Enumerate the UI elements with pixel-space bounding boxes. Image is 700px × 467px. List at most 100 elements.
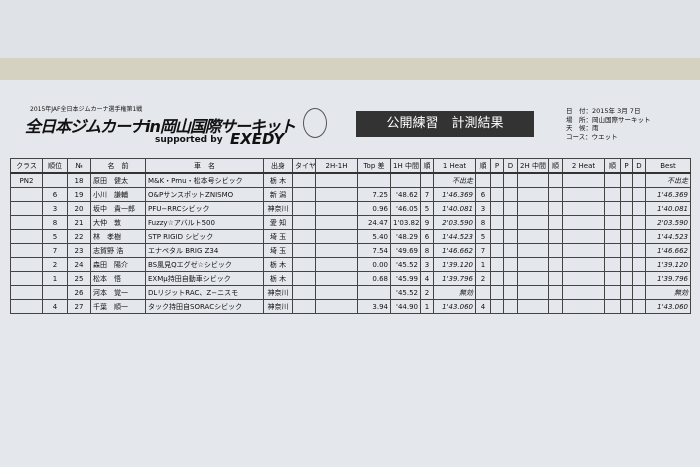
cell xyxy=(315,285,358,300)
cell xyxy=(604,285,621,300)
cell xyxy=(503,243,518,258)
cell xyxy=(503,187,518,202)
cell: 8 xyxy=(475,215,491,230)
cell xyxy=(292,257,316,272)
cell: 志賀野 浩 xyxy=(90,243,146,258)
cell: 1'39.796 xyxy=(645,271,691,286)
cell: 松本 悟 xyxy=(90,271,146,286)
column-header: 出身 xyxy=(263,158,293,174)
cell xyxy=(548,285,563,300)
cell xyxy=(503,271,518,286)
cell: 1 xyxy=(42,271,68,286)
cell xyxy=(503,257,518,272)
cell xyxy=(604,271,621,286)
cell xyxy=(632,285,646,300)
cell xyxy=(562,229,605,244)
cell: 神奈川 xyxy=(263,201,293,216)
cell xyxy=(632,229,646,244)
results-table: クラス 順位 № 名 前車 名出身 タイヤ 2H-1H Top 差 1H 中間順 1 Heat 順… xyxy=(10,158,691,314)
column-header: 順 xyxy=(604,158,621,174)
cell xyxy=(292,299,316,314)
cell: 1'44.523 xyxy=(645,229,691,244)
column-header: D xyxy=(503,158,518,174)
cell: 埼 玉 xyxy=(263,229,293,244)
cell xyxy=(390,172,421,188)
series-name: 2015年JAF全日本ジムカーナ選手権第1戦 xyxy=(30,106,143,113)
cell xyxy=(315,257,358,272)
cell: 8 xyxy=(42,215,68,230)
info-line: コース：ウエット xyxy=(566,132,618,141)
cell xyxy=(10,187,43,202)
cell: 1'43.060 xyxy=(433,299,476,314)
cell: 神奈川 xyxy=(263,285,293,300)
cell: 1'46.369 xyxy=(433,187,476,202)
cell xyxy=(604,229,621,244)
cell xyxy=(490,299,504,314)
cell: 新 潟 xyxy=(263,187,293,202)
cell: 2 xyxy=(420,285,434,300)
cell xyxy=(357,285,391,300)
cell xyxy=(548,229,563,244)
cell xyxy=(490,172,504,188)
column-header: 順 xyxy=(475,158,491,174)
cell xyxy=(475,285,491,300)
cell: Fuzzy☆アバルト500 xyxy=(145,215,264,230)
supported-by: supported by xyxy=(155,135,223,145)
cell: 2 xyxy=(475,271,491,286)
cell xyxy=(548,201,563,216)
cell xyxy=(517,257,549,272)
info-line: 天 候：雨 xyxy=(566,124,599,132)
cell xyxy=(315,172,358,188)
cell: O&PサンスポットZNISMO xyxy=(145,187,264,202)
cell xyxy=(490,229,504,244)
cell: 25 xyxy=(67,271,91,286)
cell: 4 xyxy=(42,299,68,314)
cell xyxy=(292,285,316,300)
cell: 3 xyxy=(42,201,68,216)
cell xyxy=(562,271,605,286)
cell xyxy=(632,243,646,258)
cell: 坂中 貴一郎 xyxy=(90,201,146,216)
cell xyxy=(292,187,316,202)
cell xyxy=(10,201,43,216)
cell: 千葉 順一 xyxy=(90,299,146,314)
cell xyxy=(517,299,549,314)
cell xyxy=(562,285,605,300)
cell xyxy=(490,201,504,216)
cell xyxy=(490,215,504,230)
cell: M&K・Pmu・松本号シビック xyxy=(145,172,264,188)
cell xyxy=(503,215,518,230)
cell: 小川 謙輔 xyxy=(90,187,146,202)
cell xyxy=(503,172,518,188)
column-header: Top 差 xyxy=(357,158,391,174)
cell xyxy=(620,201,633,216)
result-row: 5 22 林 孝樹 STP RIGID シビック埼 玉 5.40'48.29 6 1'44.… xyxy=(10,229,691,244)
cell xyxy=(620,271,633,286)
cell xyxy=(315,271,358,286)
cell: 1'43.060 xyxy=(645,299,691,314)
cell xyxy=(620,215,633,230)
tape xyxy=(0,58,700,82)
cell: 森田 陽介 xyxy=(90,257,146,272)
cell xyxy=(604,201,621,216)
cell xyxy=(632,172,646,188)
info-line: 場 所：岡山国際サーキット xyxy=(566,115,651,124)
cell xyxy=(315,201,358,216)
cell xyxy=(620,299,633,314)
cell: 2'03.590 xyxy=(433,215,476,230)
cell: 23 xyxy=(67,243,91,258)
cell xyxy=(315,215,358,230)
cell: 21 xyxy=(67,215,91,230)
cell xyxy=(517,229,549,244)
cell xyxy=(620,243,633,258)
cell: EXMμ持田自動車シビック xyxy=(145,271,264,286)
cell: 大仲 敦 xyxy=(90,215,146,230)
cell xyxy=(10,299,43,314)
cell xyxy=(517,285,549,300)
cell xyxy=(620,257,633,272)
cell xyxy=(632,257,646,272)
cell xyxy=(42,172,68,188)
column-header: № xyxy=(67,158,91,174)
cell: 5 xyxy=(42,229,68,244)
cell xyxy=(503,299,518,314)
